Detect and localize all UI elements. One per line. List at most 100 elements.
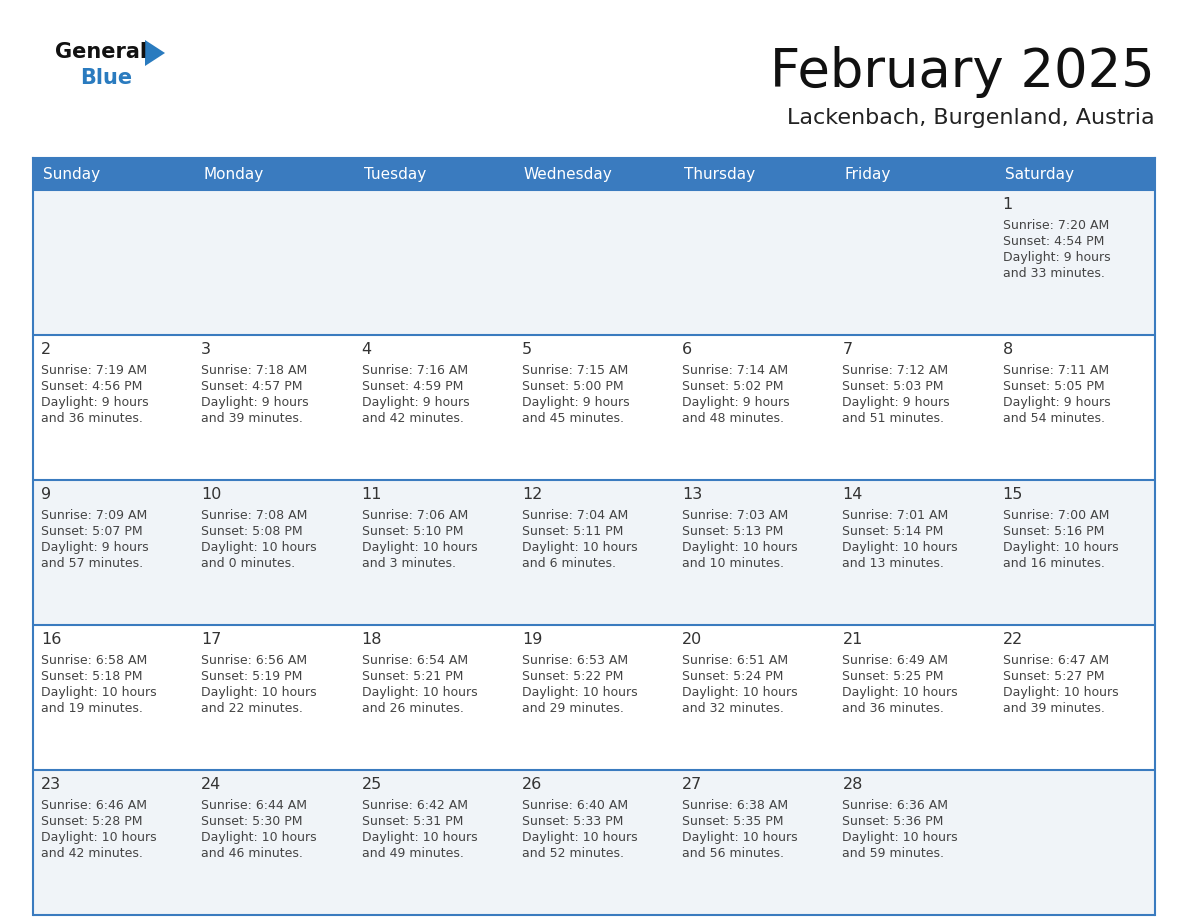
Text: Sunrise: 7:08 AM: Sunrise: 7:08 AM [201, 509, 308, 522]
Text: 25: 25 [361, 777, 381, 792]
Polygon shape [145, 40, 165, 66]
Text: 17: 17 [201, 632, 222, 647]
Text: 12: 12 [522, 487, 542, 502]
Text: and 42 minutes.: and 42 minutes. [361, 412, 463, 425]
Text: Sunrise: 6:40 AM: Sunrise: 6:40 AM [522, 799, 628, 812]
Text: 26: 26 [522, 777, 542, 792]
Text: February 2025: February 2025 [770, 46, 1155, 98]
Text: Sunrise: 7:09 AM: Sunrise: 7:09 AM [42, 509, 147, 522]
Text: Friday: Friday [845, 166, 891, 182]
Text: Sunset: 5:22 PM: Sunset: 5:22 PM [522, 670, 624, 683]
Text: 13: 13 [682, 487, 702, 502]
Text: Daylight: 9 hours: Daylight: 9 hours [361, 396, 469, 409]
Text: and 52 minutes.: and 52 minutes. [522, 847, 624, 860]
Text: Sunset: 5:30 PM: Sunset: 5:30 PM [201, 815, 303, 828]
Text: Sunrise: 6:53 AM: Sunrise: 6:53 AM [522, 654, 628, 667]
Text: 8: 8 [1003, 342, 1013, 357]
Text: Sunset: 5:36 PM: Sunset: 5:36 PM [842, 815, 943, 828]
Text: and 54 minutes.: and 54 minutes. [1003, 412, 1105, 425]
Text: General: General [55, 42, 147, 62]
Text: 23: 23 [42, 777, 61, 792]
Text: and 19 minutes.: and 19 minutes. [42, 702, 143, 715]
Text: Sunset: 5:27 PM: Sunset: 5:27 PM [1003, 670, 1104, 683]
Text: Sunset: 5:08 PM: Sunset: 5:08 PM [201, 525, 303, 538]
Text: 7: 7 [842, 342, 853, 357]
Text: and 51 minutes.: and 51 minutes. [842, 412, 944, 425]
Text: and 57 minutes.: and 57 minutes. [42, 557, 143, 570]
Text: Daylight: 10 hours: Daylight: 10 hours [682, 541, 798, 554]
Text: Daylight: 10 hours: Daylight: 10 hours [1003, 541, 1118, 554]
Text: and 39 minutes.: and 39 minutes. [201, 412, 303, 425]
Text: Sunrise: 7:18 AM: Sunrise: 7:18 AM [201, 364, 308, 377]
Text: 19: 19 [522, 632, 542, 647]
Text: 6: 6 [682, 342, 693, 357]
Text: Sunrise: 7:00 AM: Sunrise: 7:00 AM [1003, 509, 1110, 522]
Text: and 6 minutes.: and 6 minutes. [522, 557, 615, 570]
Text: Sunset: 4:56 PM: Sunset: 4:56 PM [42, 380, 143, 393]
Text: Sunrise: 7:11 AM: Sunrise: 7:11 AM [1003, 364, 1108, 377]
Text: Sunset: 4:54 PM: Sunset: 4:54 PM [1003, 235, 1104, 248]
Text: 27: 27 [682, 777, 702, 792]
Bar [33, 625, 1155, 770]
Bar [33, 480, 1155, 625]
Text: 10: 10 [201, 487, 222, 502]
Text: Monday: Monday [203, 166, 264, 182]
Text: and 33 minutes.: and 33 minutes. [1003, 267, 1105, 280]
Text: and 13 minutes.: and 13 minutes. [842, 557, 944, 570]
Text: Sunset: 4:57 PM: Sunset: 4:57 PM [201, 380, 303, 393]
Text: 20: 20 [682, 632, 702, 647]
Bar [33, 190, 1155, 335]
Text: Sunset: 4:59 PM: Sunset: 4:59 PM [361, 380, 463, 393]
Text: Sunset: 5:00 PM: Sunset: 5:00 PM [522, 380, 624, 393]
Text: Daylight: 9 hours: Daylight: 9 hours [682, 396, 790, 409]
Text: Saturday: Saturday [1005, 166, 1074, 182]
Text: Daylight: 9 hours: Daylight: 9 hours [1003, 251, 1111, 264]
Text: and 3 minutes.: and 3 minutes. [361, 557, 455, 570]
Text: 9: 9 [42, 487, 51, 502]
Bar [33, 335, 1155, 480]
Text: 15: 15 [1003, 487, 1023, 502]
Text: and 56 minutes.: and 56 minutes. [682, 847, 784, 860]
Text: 21: 21 [842, 632, 862, 647]
Text: 3: 3 [201, 342, 211, 357]
Text: Sunset: 5:21 PM: Sunset: 5:21 PM [361, 670, 463, 683]
Text: 14: 14 [842, 487, 862, 502]
Text: Sunset: 5:11 PM: Sunset: 5:11 PM [522, 525, 624, 538]
Text: Sunrise: 7:19 AM: Sunrise: 7:19 AM [42, 364, 147, 377]
Text: Daylight: 10 hours: Daylight: 10 hours [361, 686, 478, 699]
Text: Sunrise: 6:46 AM: Sunrise: 6:46 AM [42, 799, 147, 812]
Bar [33, 770, 1155, 915]
Text: Sunset: 5:03 PM: Sunset: 5:03 PM [842, 380, 944, 393]
Text: Tuesday: Tuesday [364, 166, 425, 182]
Text: Sunrise: 6:51 AM: Sunrise: 6:51 AM [682, 654, 789, 667]
Text: Daylight: 9 hours: Daylight: 9 hours [842, 396, 950, 409]
Text: 24: 24 [201, 777, 221, 792]
Text: Sunrise: 7:14 AM: Sunrise: 7:14 AM [682, 364, 789, 377]
Text: Daylight: 10 hours: Daylight: 10 hours [361, 541, 478, 554]
Text: Sunrise: 7:20 AM: Sunrise: 7:20 AM [1003, 219, 1108, 232]
Text: Daylight: 9 hours: Daylight: 9 hours [42, 396, 148, 409]
Text: and 36 minutes.: and 36 minutes. [42, 412, 143, 425]
Text: 22: 22 [1003, 632, 1023, 647]
Text: Sunset: 5:18 PM: Sunset: 5:18 PM [42, 670, 143, 683]
Text: and 45 minutes.: and 45 minutes. [522, 412, 624, 425]
Text: Sunset: 5:05 PM: Sunset: 5:05 PM [1003, 380, 1105, 393]
Text: Sunrise: 7:03 AM: Sunrise: 7:03 AM [682, 509, 789, 522]
Text: Daylight: 9 hours: Daylight: 9 hours [1003, 396, 1111, 409]
Text: Sunrise: 6:47 AM: Sunrise: 6:47 AM [1003, 654, 1108, 667]
Text: Daylight: 9 hours: Daylight: 9 hours [522, 396, 630, 409]
Text: and 39 minutes.: and 39 minutes. [1003, 702, 1105, 715]
Text: Sunset: 5:02 PM: Sunset: 5:02 PM [682, 380, 784, 393]
Text: and 42 minutes.: and 42 minutes. [42, 847, 143, 860]
Text: and 29 minutes.: and 29 minutes. [522, 702, 624, 715]
Text: and 16 minutes.: and 16 minutes. [1003, 557, 1105, 570]
Text: Daylight: 9 hours: Daylight: 9 hours [42, 541, 148, 554]
Text: Sunrise: 6:36 AM: Sunrise: 6:36 AM [842, 799, 948, 812]
Text: Sunrise: 6:42 AM: Sunrise: 6:42 AM [361, 799, 468, 812]
Text: and 36 minutes.: and 36 minutes. [842, 702, 944, 715]
Text: 2: 2 [42, 342, 51, 357]
Text: Sunset: 5:33 PM: Sunset: 5:33 PM [522, 815, 624, 828]
Text: Daylight: 10 hours: Daylight: 10 hours [201, 831, 317, 844]
Text: Daylight: 10 hours: Daylight: 10 hours [682, 831, 798, 844]
Text: and 48 minutes.: and 48 minutes. [682, 412, 784, 425]
